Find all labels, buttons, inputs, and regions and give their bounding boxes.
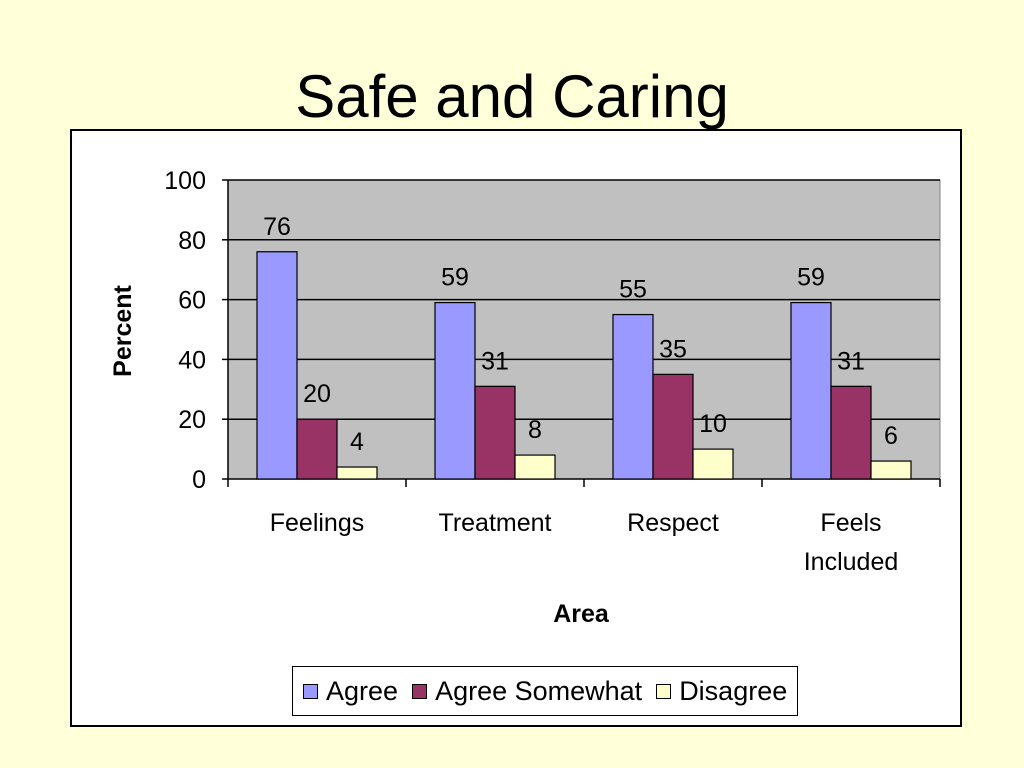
bar-disagree — [336, 466, 378, 480]
data-label: 35 — [659, 335, 687, 363]
y-tick-label: 80 — [178, 227, 206, 255]
data-label: 10 — [699, 410, 727, 438]
x-tick-label: Feels Included — [804, 509, 899, 576]
x-axis-title: Area — [553, 600, 610, 628]
chart-legend: Agree Agree Somewhat Disagree — [292, 666, 799, 716]
y-tick-label: 40 — [178, 346, 206, 374]
data-label: 6 — [884, 422, 898, 450]
bar-agree — [612, 313, 654, 480]
bar-agree — [256, 251, 298, 480]
y-tick-label: 60 — [178, 287, 206, 315]
bar-agree-somewhat — [296, 418, 338, 480]
legend-swatch-agree-somewhat — [412, 683, 428, 699]
y-tick-label: 0 — [192, 466, 206, 494]
y-axis-title: Percent — [109, 284, 137, 376]
legend-item-agree-somewhat: Agree Somewhat — [412, 676, 642, 707]
bar-agree — [790, 301, 832, 480]
bar-agree — [434, 301, 476, 480]
data-label: 4 — [350, 428, 364, 456]
data-label: 8 — [528, 416, 542, 444]
x-tick-label: Treatment — [438, 509, 551, 537]
legend-item-disagree: Disagree — [656, 676, 787, 707]
x-tick-label: Respect — [627, 509, 719, 537]
legend-label-agree-somewhat: Agree Somewhat — [435, 675, 643, 706]
data-label: 76 — [263, 213, 291, 241]
y-tick-label: 100 — [164, 167, 206, 195]
legend-item-agree: Agree — [303, 676, 398, 707]
slide-title: Safe and Caring — [295, 63, 729, 130]
data-label: 59 — [441, 264, 469, 292]
bar-agree-somewhat — [830, 385, 872, 480]
data-label: 31 — [837, 347, 865, 375]
bar-disagree — [870, 460, 912, 480]
y-tick-label: 20 — [178, 406, 206, 434]
legend-label-agree: Agree — [326, 675, 399, 706]
legend-swatch-agree — [303, 683, 318, 699]
x-tick-label: Feelings — [270, 509, 365, 537]
data-label: 20 — [303, 380, 331, 408]
bar-disagree — [514, 454, 556, 480]
legend-label-disagree: Disagree — [679, 675, 788, 706]
bar-agree-somewhat — [474, 385, 516, 480]
data-label: 59 — [797, 264, 825, 292]
data-label: 55 — [619, 276, 647, 304]
bar-disagree — [692, 448, 734, 480]
bar-agree-somewhat — [652, 373, 694, 480]
legend-swatch-disagree — [656, 683, 672, 699]
data-label: 31 — [481, 347, 509, 375]
